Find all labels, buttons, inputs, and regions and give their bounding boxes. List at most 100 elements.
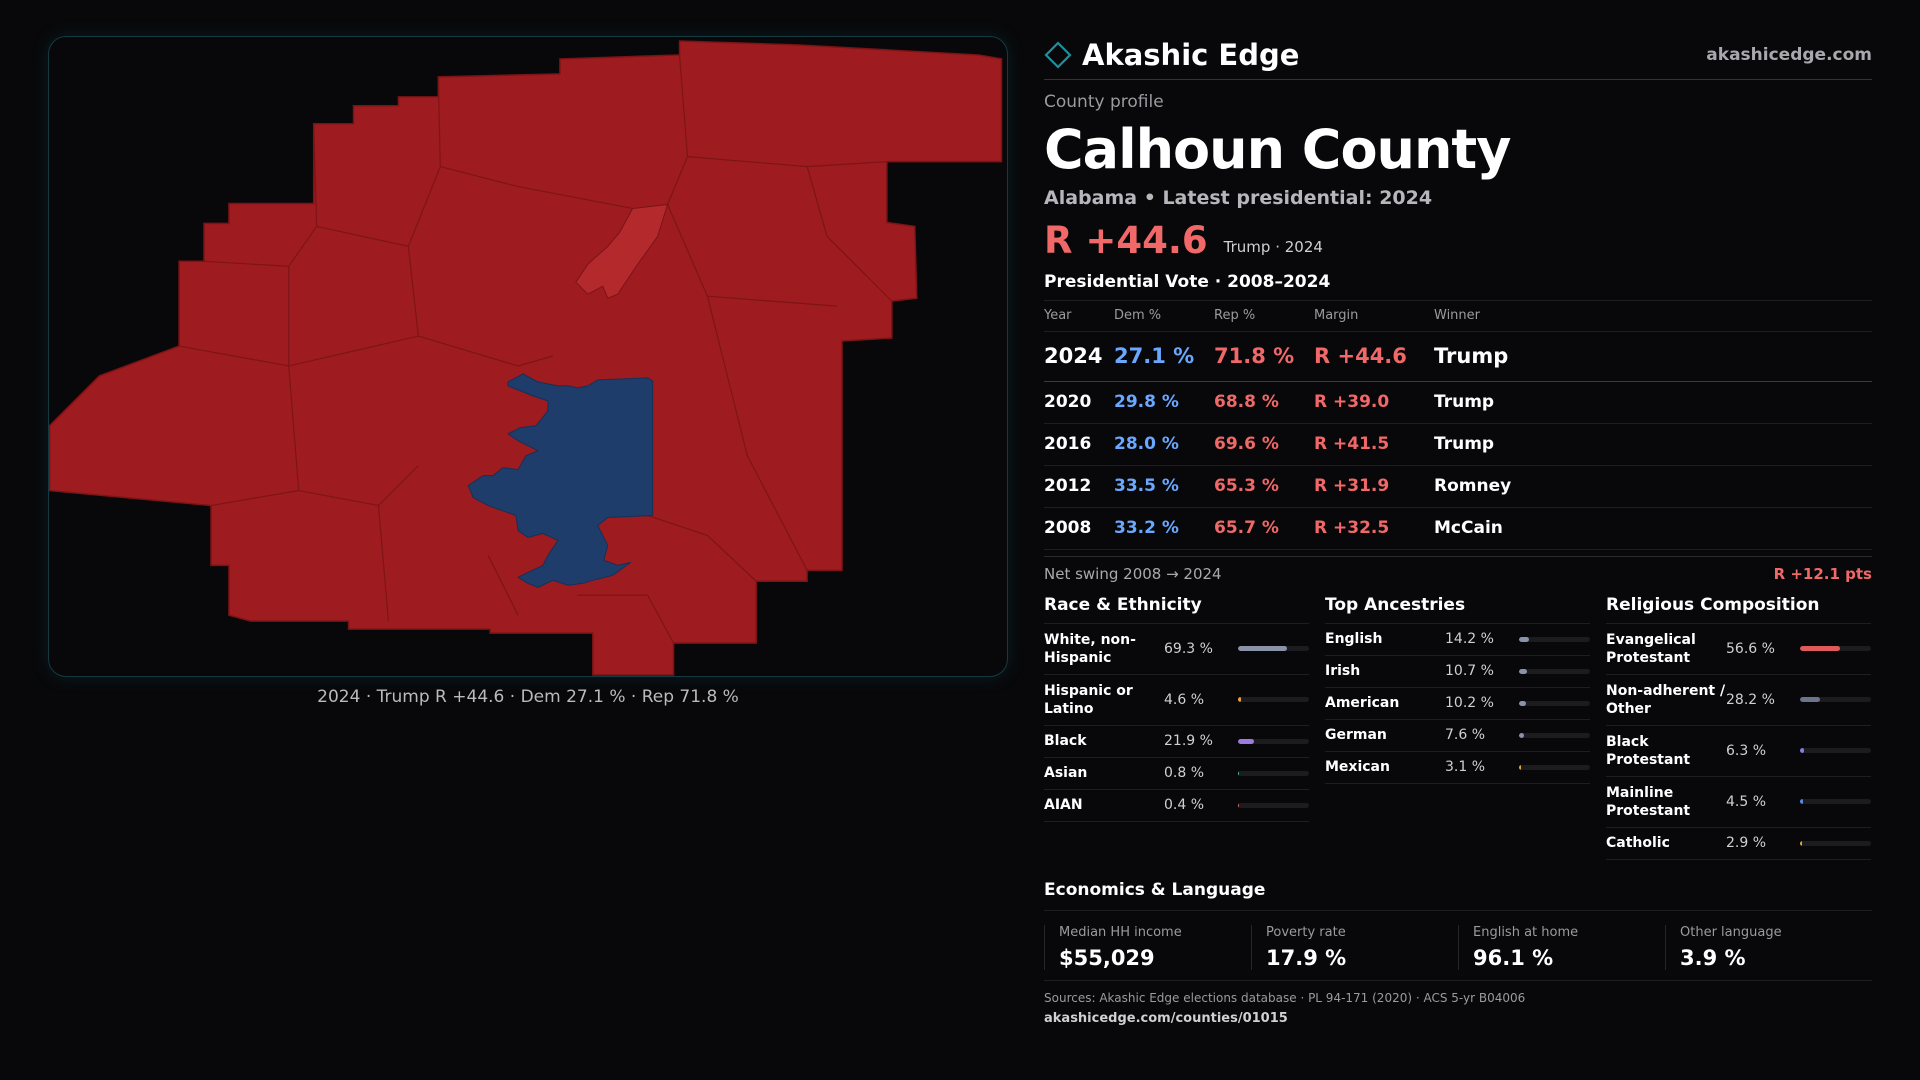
religion-value: 56.6 % <box>1726 640 1775 657</box>
header-dem: Dem % <box>1114 301 1214 332</box>
religion-bar-fill <box>1800 697 1821 702</box>
econ-value: 17.9 % <box>1266 945 1347 970</box>
vote-row-2024: 2024 27.1 % 71.8 % R +44.6 Trump <box>1044 331 1872 382</box>
net-swing-row: Net swing 2008 → 2024 R +12.1 pts <box>1044 555 1872 583</box>
vote-section-title: Presidential Vote · 2008–2024 <box>1044 272 1872 301</box>
race-bar-fill <box>1238 738 1254 744</box>
diamond-logo-icon <box>1044 40 1072 69</box>
vote-winner: Trump <box>1434 331 1872 382</box>
race-label: Asian <box>1044 765 1088 781</box>
econ-label: Other language <box>1680 924 1782 940</box>
race-bar <box>1238 646 1309 651</box>
religion-bar-fill <box>1800 748 1805 753</box>
econ-english-at-home: English at home 96.1 % <box>1458 924 1665 970</box>
ancestry-label: Mexican <box>1325 759 1390 775</box>
ancestry-value: 3.1 % <box>1445 759 1486 775</box>
ancestry-bar <box>1519 732 1590 738</box>
race-row: AIAN 0.4 % <box>1044 790 1309 822</box>
vote-table-header: Year Dem % Rep % Margin Winner <box>1044 301 1872 332</box>
economics-section-title: Economics & Language <box>1044 880 1872 911</box>
vote-year: 2024 <box>1044 331 1114 382</box>
religion-bar-fill <box>1800 646 1841 651</box>
vote-rep: 65.7 % <box>1214 507 1314 550</box>
county-map[interactable] <box>48 36 1008 677</box>
religion-bar-fill <box>1800 799 1804 804</box>
vote-row-2008: 2008 33.2 % 65.7 % R +32.5 McCain <box>1044 507 1872 550</box>
ancestry-value: 10.2 % <box>1445 695 1494 711</box>
religion-value: 6.3 % <box>1726 742 1767 759</box>
race-row: Asian 0.8 % <box>1044 758 1309 790</box>
vote-winner: Romney <box>1434 465 1872 508</box>
econ-value: 3.9 % <box>1680 945 1746 970</box>
headline-margin: R +44.6 Trump · 2024 <box>1044 219 1872 262</box>
economics-row: Median HH income $55,029 Poverty rate 17… <box>1044 924 1872 981</box>
religion-value: 28.2 % <box>1726 691 1775 708</box>
race-bar-fill <box>1238 770 1240 776</box>
ancestry-value: 10.7 % <box>1445 663 1494 679</box>
race-bar <box>1238 770 1309 776</box>
map-precinct-boundaries <box>178 54 893 644</box>
religion-bar <box>1800 697 1871 702</box>
race-value: 0.8 % <box>1164 765 1205 781</box>
vote-winner: Trump <box>1434 423 1872 466</box>
ancestry-bar-fill <box>1519 700 1527 706</box>
vote-row-2020: 2020 29.8 % 68.8 % R +39.0 Trump <box>1044 381 1872 424</box>
vote-winner: Trump <box>1434 381 1872 424</box>
race-label: AIAN <box>1044 797 1083 813</box>
ancestry-bar-fill <box>1519 764 1522 770</box>
map-democrat-region[interactable] <box>467 373 654 588</box>
vote-row-2016: 2016 28.0 % 69.6 % R +41.5 Trump <box>1044 423 1872 466</box>
vote-rep: 69.6 % <box>1214 423 1314 466</box>
race-value: 69.3 % <box>1164 640 1213 657</box>
net-swing-value: R +12.1 pts <box>1773 564 1872 583</box>
religion-label: Evangelical Protestant <box>1606 631 1696 666</box>
ancestry-label: German <box>1325 727 1387 743</box>
county-subtitle: Alabama • Latest presidential: 2024 <box>1044 187 1433 209</box>
vote-dem: 33.2 % <box>1114 507 1214 550</box>
ancestry-value: 14.2 % <box>1445 631 1494 647</box>
page-title: Calhoun County <box>1044 118 1511 181</box>
header-winner: Winner <box>1434 301 1872 332</box>
religion-row: Non-adherent / Other 28.2 % <box>1606 675 1871 726</box>
eyebrow-label: County profile <box>1044 92 1164 112</box>
header-margin: Margin <box>1314 301 1434 332</box>
ancestry-row: Mexican 3.1 % <box>1325 752 1590 784</box>
ancestry-bar <box>1519 764 1590 770</box>
demographics-columns: Race & Ethnicity White, non-Hispanic 69.… <box>1044 595 1872 860</box>
precinct-map-svg[interactable] <box>49 37 1007 676</box>
econ-median-income: Median HH income $55,029 <box>1044 924 1251 970</box>
brand[interactable]: Akashic Edge <box>1044 38 1299 72</box>
ancestry-row: English 14.2 % <box>1325 624 1590 656</box>
race-label: Hispanic or Latino <box>1044 682 1133 717</box>
religion-label: Mainline Protestant <box>1606 784 1691 819</box>
ancestry-section: Top Ancestries English 14.2 % Irish 10.7… <box>1325 595 1590 860</box>
econ-other-language: Other language 3.9 % <box>1665 924 1872 970</box>
county-url-link[interactable]: akashicedge.com/counties/01015 <box>1044 1010 1288 1026</box>
race-value: 0.4 % <box>1164 797 1205 813</box>
religion-value: 2.9 % <box>1726 835 1767 851</box>
map-republican-light-region[interactable] <box>575 203 669 299</box>
religion-row: Evangelical Protestant 56.6 % <box>1606 624 1871 675</box>
ancestry-bar <box>1519 668 1590 674</box>
sources-note: Sources: Akashic Edge elections database… <box>1044 990 1526 1005</box>
map-republican-region[interactable] <box>49 40 1003 676</box>
religion-bar <box>1800 748 1871 753</box>
ancestry-row: American 10.2 % <box>1325 688 1590 720</box>
net-swing-label: Net swing 2008 → 2024 <box>1044 564 1222 583</box>
header-rep: Rep % <box>1214 301 1314 332</box>
religion-label: Black Protestant <box>1606 733 1691 768</box>
econ-poverty-rate: Poverty rate 17.9 % <box>1251 924 1458 970</box>
brand-name: Akashic Edge <box>1082 37 1300 72</box>
headline-margin-value: R +44.6 <box>1044 219 1208 262</box>
race-label: Black <box>1044 733 1087 749</box>
religion-row: Black Protestant 6.3 % <box>1606 726 1871 777</box>
race-section-title: Race & Ethnicity <box>1044 595 1309 624</box>
econ-label: Median HH income <box>1059 924 1182 940</box>
ancestry-label: American <box>1325 695 1400 711</box>
brand-url-link[interactable]: akashicedge.com <box>1706 44 1872 65</box>
race-bar <box>1238 738 1309 744</box>
vote-rep: 71.8 % <box>1214 331 1314 382</box>
vote-year: 2016 <box>1044 423 1114 466</box>
econ-value: $55,029 <box>1059 945 1155 970</box>
vote-margin: R +41.5 <box>1314 423 1434 466</box>
